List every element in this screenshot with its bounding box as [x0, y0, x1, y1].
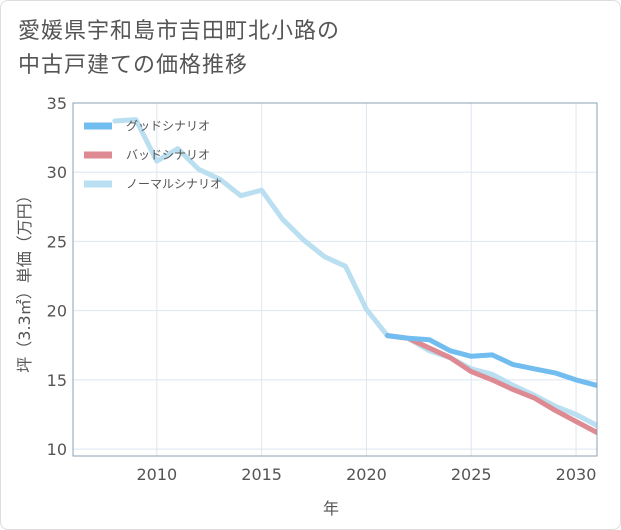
x-tick-label: 2010	[136, 465, 177, 484]
y-tick-label: 10	[47, 440, 67, 459]
series-line-0	[384, 333, 597, 388]
legend-label: グッドシナリオ	[126, 119, 210, 133]
x-tick-label: 2025	[451, 465, 492, 484]
series-line-1	[384, 333, 597, 435]
chart-title-line-2: 中古戸建ての価格推移	[18, 53, 249, 78]
chart-title-line-1: 愛媛県宇和島市吉田町北小路の	[18, 19, 341, 44]
plot-border	[72, 102, 598, 457]
y-tick-label: 25	[47, 232, 67, 251]
legend-label: バッドシナリオ	[126, 148, 210, 162]
x-tick-label: 2015	[241, 465, 282, 484]
series-layer	[112, 117, 597, 435]
y-tick-label: 20	[47, 302, 67, 321]
legend-label: ノーマルシナリオ	[126, 177, 222, 191]
y-tick-label: 15	[47, 371, 67, 390]
y-tick-label: 30	[47, 163, 67, 182]
x-tick-label: 2020	[346, 465, 387, 484]
x-tick-label: 2030	[556, 465, 597, 484]
y-tick-label: 35	[47, 94, 67, 113]
x-axis-label: 年	[323, 499, 339, 518]
series-line-2	[112, 117, 597, 428]
y-axis-label: 坪（3.3㎡）単価（万円）	[15, 187, 34, 372]
chart-title: 愛媛県宇和島市吉田町北小路の 中古戸建ての価格推移	[18, 15, 340, 83]
